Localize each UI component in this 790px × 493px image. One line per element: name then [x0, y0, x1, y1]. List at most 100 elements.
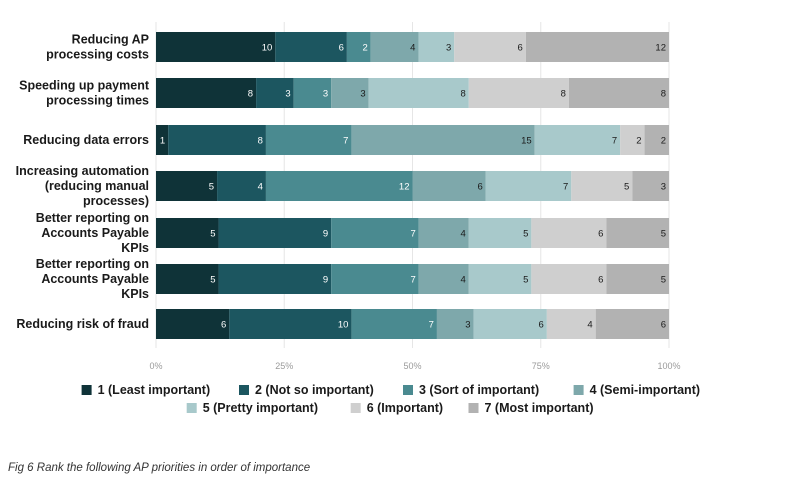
data-label: 6	[661, 320, 666, 331]
legend-swatch	[573, 385, 584, 395]
category-labels: Reducing AP processing costs Speeding up p…	[16, 33, 150, 332]
bar-segment	[418, 32, 455, 62]
legend-item: 1 (Least important)	[81, 383, 211, 397]
data-label: 8	[461, 89, 466, 100]
category-label: Better reporting on Accounts Payable KPIs	[36, 211, 149, 255]
legend-swatch	[81, 385, 92, 395]
bar-segment	[468, 218, 532, 248]
legend: 1 (Least important) 2 (Not so important) 3…	[81, 383, 700, 415]
data-label: 5	[661, 275, 666, 286]
legend-item: 2 (Not so important)	[239, 383, 374, 397]
legend-label: 1 (Least important)	[98, 383, 211, 397]
data-label: 5	[210, 229, 215, 240]
legend-label: 3 (Sort of important)	[419, 383, 539, 397]
data-label: 12	[655, 43, 666, 54]
bar-segment	[156, 171, 218, 201]
legend-item: 5 (Pretty important)	[186, 401, 318, 415]
bar-segment	[606, 264, 669, 294]
bar-segment	[418, 218, 469, 248]
bar-segment	[620, 125, 645, 155]
data-label: 6	[339, 43, 344, 54]
bars: 10 6 2 4 3 6 12 8 3 3 3 8 8 8 1 8 7 15 7 2 2 5 4 12 6 7 5 3 5 9 7 4 5 6 5 5…	[156, 32, 669, 339]
bar-segment	[351, 125, 535, 155]
data-label: 4	[410, 43, 415, 54]
data-label: 6	[598, 275, 603, 286]
data-label: 8	[258, 136, 263, 147]
category-label: Speeding up payment processing times	[19, 79, 150, 108]
bar-segment	[531, 264, 607, 294]
bar-segment	[632, 171, 669, 201]
data-label: 7	[563, 182, 568, 193]
legend-label: 7 (Most important)	[485, 401, 594, 415]
bar-segment	[546, 309, 596, 339]
legend-label: 2 (Not so important)	[255, 383, 374, 397]
data-label: 8	[661, 89, 666, 100]
bar-segment	[256, 78, 294, 108]
bar-segment	[293, 78, 332, 108]
legend-item: 4 (Semi-important)	[573, 383, 700, 397]
data-label: 5	[209, 182, 214, 193]
category-label: Better reporting on Accounts Payable KPIs	[36, 257, 149, 301]
x-tick-label: 50%	[403, 361, 421, 371]
legend-item: 7 (Most important)	[468, 401, 594, 415]
bar-segment	[265, 125, 352, 155]
bar-segment	[571, 171, 633, 201]
bar-segment	[534, 125, 621, 155]
legend-swatch	[403, 385, 413, 395]
bar-segment	[275, 32, 347, 62]
bar-segment	[156, 78, 257, 108]
bar-segment	[531, 218, 607, 248]
bar-segment	[156, 264, 219, 294]
data-label: 7	[429, 320, 434, 331]
data-label: 8	[248, 89, 253, 100]
bar-segment	[218, 218, 332, 248]
data-label: 6	[477, 182, 482, 193]
bar-segment	[468, 78, 569, 108]
bar-segment	[595, 309, 669, 339]
bar-segment	[370, 32, 419, 62]
legend-swatch	[350, 403, 361, 413]
bar-segment	[351, 309, 437, 339]
data-label: 6	[518, 43, 523, 54]
data-label: 3	[360, 89, 365, 100]
x-tick-label: 0%	[149, 361, 162, 371]
bar-segment	[331, 264, 419, 294]
bar-segment	[485, 171, 572, 201]
x-tick-label: 100%	[657, 361, 680, 371]
data-label: 2	[636, 136, 641, 147]
data-label: 4	[258, 182, 263, 193]
data-label: 1	[160, 136, 165, 147]
category-label: Reducing data errors	[23, 133, 149, 147]
data-label: 5	[210, 275, 215, 286]
data-label: 2	[661, 136, 666, 147]
bar-segment	[156, 32, 276, 62]
bar-segment	[331, 218, 419, 248]
bar-segment	[568, 78, 669, 108]
bar-segment	[468, 264, 532, 294]
legend-label: 6 (Important)	[367, 401, 443, 415]
data-label: 7	[410, 275, 415, 286]
bar-segment	[217, 171, 266, 201]
bar-segment	[156, 218, 219, 248]
data-label: 4	[461, 275, 466, 286]
data-label: 10	[262, 43, 273, 54]
legend-item: 3 (Sort of important)	[403, 383, 539, 397]
bar-segment	[346, 32, 371, 62]
data-label: 3	[446, 43, 451, 54]
data-label: 15	[521, 136, 532, 147]
data-label: 3	[323, 89, 328, 100]
data-label: 3	[285, 89, 290, 100]
bar-segment	[368, 78, 469, 108]
bar-segment	[156, 125, 169, 155]
bar-segment	[418, 264, 469, 294]
data-label: 5	[661, 229, 666, 240]
data-label: 10	[338, 320, 349, 331]
data-label: 7	[343, 136, 348, 147]
category-label: Increasing automation (reducing manual pro…	[16, 164, 149, 208]
bar-segment	[265, 171, 413, 201]
legend-item: 6 (Important)	[350, 401, 443, 415]
figure-caption: Fig 6 Rank the following AP priorities i…	[8, 462, 311, 474]
legend-label: 4 (Semi-important)	[590, 383, 700, 397]
data-label: 12	[399, 182, 410, 193]
